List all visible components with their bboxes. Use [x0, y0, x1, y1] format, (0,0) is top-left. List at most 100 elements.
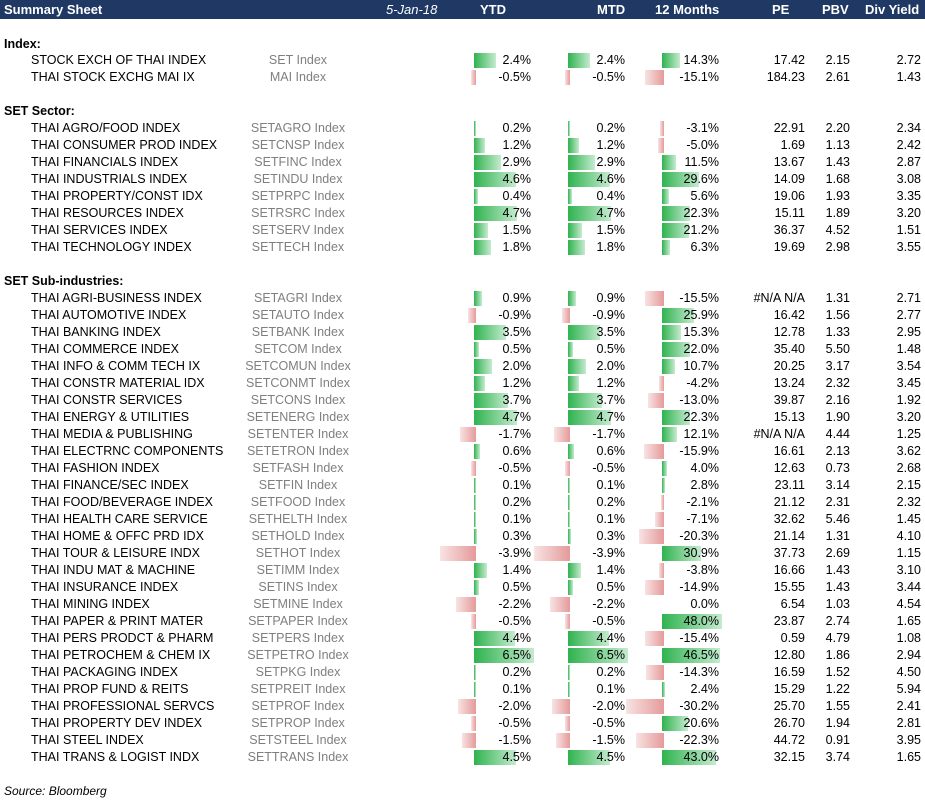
ytd-cell: -0.5%: [471, 460, 534, 477]
table-row: THAI TRANS & LOGIST INDX SETTRANS Index 4.…: [0, 749, 925, 766]
ytd-value: 1.2%: [502, 138, 532, 152]
ytd-bar: [474, 376, 485, 391]
ytd-cell: 4.5%: [474, 749, 534, 766]
index-name: THAI AGRI-BUSINESS INDEX: [31, 291, 202, 305]
index-name: THAI PETROCHEM & CHEM IX: [31, 648, 211, 662]
m12-value: -13.0%: [679, 393, 719, 407]
m12-cell: 43.0%: [662, 749, 722, 766]
ytd-value: -3.9%: [498, 546, 531, 560]
m12-value: 30.9%: [683, 546, 719, 560]
pbv-value: 1.68: [825, 172, 850, 186]
table-row: THAI FASHION INDEX SETFASH Index -0.5% -0.5…: [0, 460, 925, 477]
ytd-bar: [474, 138, 485, 153]
m12-cell: 29.6%: [662, 171, 722, 188]
ytd-cell: 0.1%: [474, 681, 534, 698]
m12-cell: 12.1%: [662, 426, 722, 443]
m12-cell: -30.2%: [626, 698, 722, 715]
table-row: THAI INSURANCE INDEX SETINS Index 0.5% 0.5%…: [0, 579, 925, 596]
pe-value: 17.42: [773, 53, 805, 67]
pe-value: 12.80: [773, 648, 805, 662]
div-yield-value: 2.77: [896, 308, 921, 322]
pbv-value: 1.31: [825, 291, 850, 305]
pe-value: 0.59: [780, 631, 805, 645]
ticker: SETAGRO Index: [250, 121, 346, 135]
ytd-bar: [474, 393, 508, 408]
ytd-value: 0.5%: [502, 342, 532, 356]
mtd-bar: [568, 444, 574, 459]
div-yield-value: 1.65: [896, 614, 921, 628]
mtd-cell: 4.4%: [568, 630, 628, 647]
index-name: THAI FINANCIALS INDEX: [31, 155, 179, 169]
m12-cell: 25.9%: [662, 307, 722, 324]
mtd-bar: [568, 155, 595, 170]
ticker: SETCONS Index: [250, 393, 346, 407]
table-row: THAI AGRO/FOOD INDEX SETAGRO Index 0.2% 0.2…: [0, 120, 925, 137]
m12-bar: [662, 325, 681, 340]
div-yield-value: 2.32: [896, 495, 921, 509]
m12-bar: [662, 189, 669, 204]
ytd-cell: 1.4%: [474, 562, 534, 579]
pe-value: 12.63: [773, 461, 805, 475]
pe-value: 39.87: [773, 393, 805, 407]
mtd-bar: [568, 580, 573, 595]
pbv-value: 1.43: [825, 563, 850, 577]
pe-value: 15.29: [773, 682, 805, 696]
ticker: SETHELTH Index: [248, 512, 348, 526]
ytd-bar: [474, 121, 476, 136]
div-yield-value: 1.45: [896, 512, 921, 526]
mtd-bar: [568, 410, 611, 425]
pbv-value: 3.14: [825, 478, 850, 492]
pe-value: 16.42: [773, 308, 805, 322]
pe-value: 21.14: [773, 529, 805, 543]
m12-value: 5.6%: [690, 189, 720, 203]
mtd-value: 4.4%: [596, 631, 626, 645]
index-name: THAI CONSTR SERVICES: [31, 393, 183, 407]
table-row: THAI BANKING INDEX SETBANK Index 3.5% 3.5% 1…: [0, 324, 925, 341]
ytd-value: -0.9%: [498, 308, 531, 322]
index-name: THAI INDU MAT & MACHINE: [31, 563, 196, 577]
mtd-bar: [568, 682, 570, 697]
ytd-bar: [474, 189, 478, 204]
m12-value: -15.1%: [679, 70, 719, 84]
ytd-bar: [474, 495, 476, 510]
table-row: THAI INDU MAT & MACHINE SETIMM Index 1.4% 1…: [0, 562, 925, 579]
ytd-value: 0.4%: [502, 189, 532, 203]
col-ytd: YTD: [480, 2, 506, 17]
m12-value: 22.3%: [683, 206, 719, 220]
m12-cell: -20.3%: [639, 528, 722, 545]
ticker: SETFINC Index: [254, 155, 342, 169]
mtd-value: -3.9%: [592, 546, 625, 560]
pbv-value: 1.94: [825, 716, 850, 730]
ticker: SET Index: [268, 53, 328, 67]
table-row: THAI FINANCE/SEC INDEX SETFIN Index 0.1% 0.…: [0, 477, 925, 494]
m12-value: 15.3%: [683, 325, 719, 339]
pbv-value: 3.17: [825, 359, 850, 373]
m12-bar: [648, 393, 664, 408]
index-name: THAI ENERGY & UTILITIES: [31, 410, 190, 424]
m12-bar: [662, 206, 690, 221]
m12-bar: [659, 563, 664, 578]
ytd-value: -0.5%: [498, 716, 531, 730]
div-yield-value: 2.94: [896, 648, 921, 662]
m12-cell: -15.4%: [645, 630, 722, 647]
table-row: THAI AGRI-BUSINESS INDEX SETAGRI Index 0.9…: [0, 290, 925, 307]
ticker: SETBANK Index: [251, 325, 345, 339]
pbv-value: 1.03: [825, 597, 850, 611]
div-yield-value: 3.45: [896, 376, 921, 390]
pbv-value: 3.74: [825, 750, 850, 764]
mtd-bar: [568, 291, 576, 306]
pe-value: 14.09: [773, 172, 805, 186]
source-note: Source: Bloomberg: [4, 784, 107, 798]
div-yield-value: 5.94: [896, 682, 921, 696]
table-row: THAI PERS PRODCT & PHARM SETPERS Index 4.4…: [0, 630, 925, 647]
ytd-cell: 2.4%: [474, 52, 534, 69]
m12-bar: [644, 444, 664, 459]
pbv-value: 5.50: [825, 342, 850, 356]
mtd-value: 1.8%: [596, 240, 626, 254]
m12-cell: 0.0%: [662, 596, 722, 613]
header-bar: Summary Sheet 5-Jan-18 YTD MTD 12 Months…: [0, 0, 925, 19]
pbv-value: 1.93: [825, 189, 850, 203]
ytd-bar: [474, 240, 491, 255]
div-yield-value: 2.68: [896, 461, 921, 475]
mtd-value: -1.7%: [592, 427, 625, 441]
